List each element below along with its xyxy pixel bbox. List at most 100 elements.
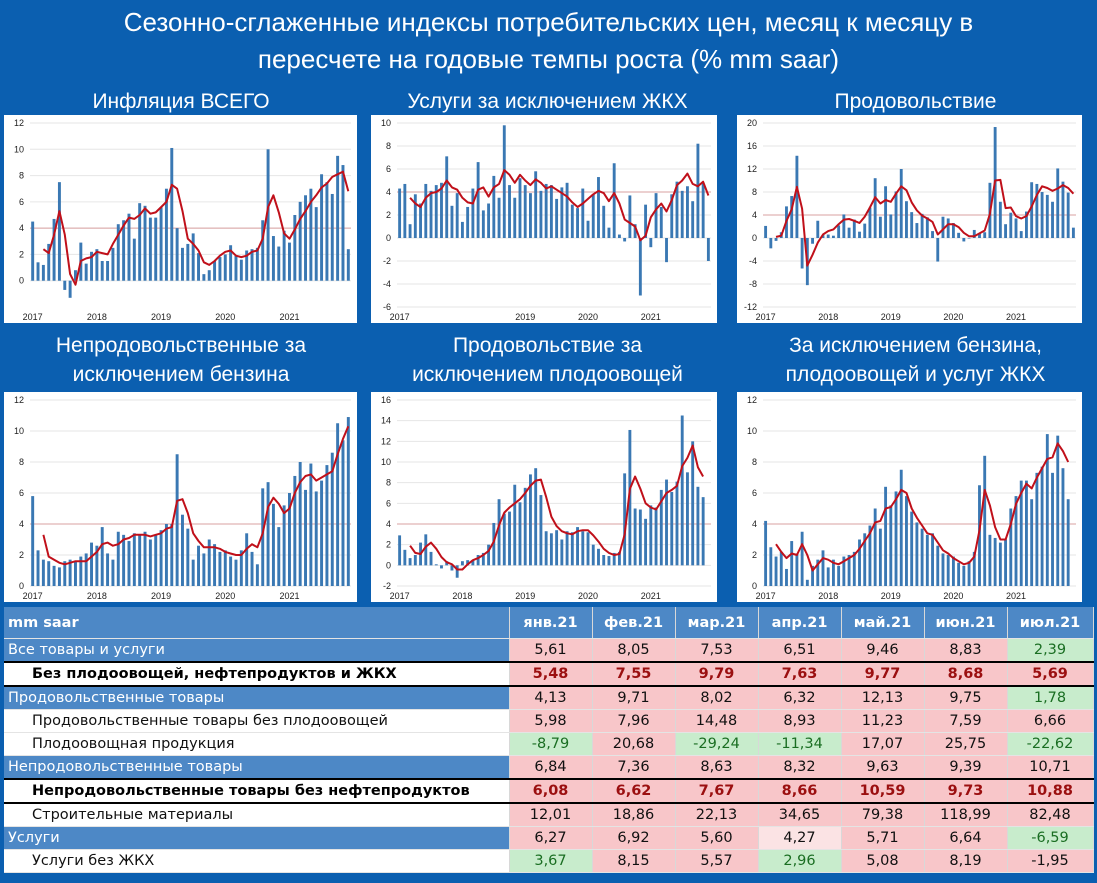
bar [466, 206, 470, 238]
bar [790, 541, 794, 586]
bar [925, 217, 929, 238]
value-cell: 5,69 [1007, 661, 1094, 687]
x-tick-label: 2020 [943, 312, 963, 322]
row-label: Продовольственные товары [4, 686, 510, 710]
chart-title-line: Продовольствие [834, 90, 997, 113]
bar [946, 218, 950, 238]
month-header: янв.21 [509, 607, 593, 639]
y-tick-label: 14 [381, 416, 391, 426]
bar [837, 565, 841, 586]
bar [978, 233, 981, 238]
value-cell: 7,96 [592, 709, 676, 733]
bar [555, 530, 559, 566]
bar [612, 552, 616, 566]
value-cell: 79,38 [841, 803, 925, 827]
bar [884, 486, 888, 586]
y-tick-label: 12 [381, 436, 391, 446]
bar [842, 556, 846, 586]
bar [191, 233, 195, 281]
value-cell: 9,77 [841, 661, 925, 687]
value-cell: 20,68 [592, 732, 676, 756]
bar [413, 555, 417, 566]
y-tick-label: 12 [747, 164, 757, 174]
bar [842, 214, 846, 238]
bar [277, 527, 281, 586]
bar [266, 482, 270, 586]
bar [581, 188, 585, 238]
chart-panel-food: 20 16 12 8 4 0 -4 -8 -12 2017 2018 2019 2020 2021 [737, 115, 1082, 323]
bar [261, 488, 265, 586]
bar [821, 235, 825, 238]
bar [138, 203, 142, 281]
bar [951, 556, 955, 586]
bar [607, 556, 611, 566]
bar [649, 238, 653, 248]
chart-title-food-ex-veg: Продовольствие за исключением плодоовоще… [370, 331, 725, 389]
bar [764, 520, 768, 586]
bar [336, 423, 340, 586]
bar [612, 163, 616, 238]
bar [330, 193, 334, 281]
bar [336, 155, 340, 281]
row-label: Непродовольственные товары [4, 755, 510, 780]
trend-line [775, 178, 1075, 267]
bar [325, 465, 329, 586]
bar [57, 567, 61, 586]
bar [910, 212, 914, 238]
bar [197, 545, 200, 586]
bar [591, 544, 595, 566]
month-header: июн.21 [924, 607, 1008, 639]
bar [1061, 468, 1065, 586]
bar [271, 503, 275, 586]
value-cell: 5,98 [509, 709, 593, 733]
value-cell: 6,84 [509, 755, 593, 780]
x-tick-label: 2021 [1006, 312, 1026, 322]
bar [309, 463, 313, 586]
bar [116, 531, 120, 586]
y-tick-label: 4 [752, 210, 757, 220]
bar [68, 559, 72, 586]
bar [1051, 472, 1054, 586]
chart-panel-core: 12 10 8 6 4 2 0 2017 2018 2019 2020 2021 [737, 392, 1082, 602]
bar [951, 223, 955, 238]
bar [95, 249, 99, 281]
bar [440, 182, 443, 238]
bar [570, 204, 574, 238]
y-tick-label: 2 [386, 540, 391, 550]
bar [320, 480, 324, 586]
bar [31, 496, 35, 586]
bar [826, 234, 830, 238]
value-cell: -22,62 [1007, 732, 1094, 756]
bar [899, 169, 903, 238]
bar [925, 534, 929, 586]
bar [261, 220, 265, 281]
bar [181, 247, 184, 281]
value-cell: 14,48 [675, 709, 759, 733]
bar [1025, 480, 1028, 586]
value-cell: -6,59 [1007, 826, 1094, 850]
bar [680, 190, 684, 238]
bar [701, 182, 705, 238]
bar [1035, 472, 1039, 586]
title-line-1: Сезонно-сглаженные индексы потребительск… [123, 7, 974, 37]
x-tick-label: 2019 [515, 312, 535, 322]
x-tick-label: 2018 [452, 591, 472, 601]
bar [481, 552, 485, 566]
bar [847, 555, 851, 586]
bar [779, 551, 783, 586]
chart-title-line: Продовольствие за [452, 334, 643, 357]
bar [1004, 539, 1008, 586]
bar [122, 220, 126, 281]
bar [962, 238, 966, 242]
y-tick-label: -2 [383, 256, 391, 266]
bar [100, 527, 104, 586]
row-label: Плодоовощная продукция [4, 732, 510, 756]
bar [539, 495, 543, 566]
y-tick-label: 12 [747, 395, 757, 405]
y-tick-label: 0 [386, 560, 391, 570]
bar [544, 183, 548, 238]
bar [1025, 211, 1028, 238]
bar [508, 511, 511, 566]
y-tick-label: 6 [386, 498, 391, 508]
bar [502, 125, 506, 238]
